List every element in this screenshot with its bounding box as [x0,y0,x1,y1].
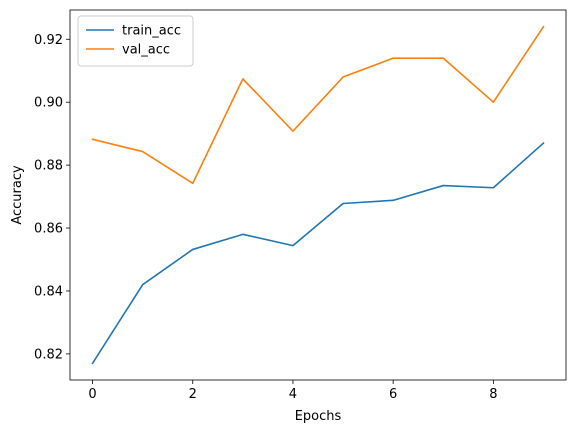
x-axis: 0 2 4 6 8 [88,380,497,402]
series-line-train_acc [91,141,545,365]
legend-box [77,15,194,67]
legend-label-val_acc: val_acc [122,43,170,58]
y-tick-label: 0.84 [34,284,63,299]
y-tick-label: 0.92 [34,33,63,48]
y-axis: 0.82 0.84 0.86 0.88 0.90 0.92 [34,33,70,362]
x-tick-label: 6 [389,387,397,402]
y-axis-label: Accuracy [10,165,25,225]
series-line-val_acc [91,25,545,185]
y-tick-label: 0.88 [34,159,63,174]
x-tick-label: 2 [189,387,197,402]
x-axis-label: Epochs [295,409,342,424]
legend-label-train_acc: train_acc [122,24,181,39]
plot-area [91,25,545,365]
y-tick-label: 0.82 [34,347,63,362]
x-tick-label: 4 [289,387,297,402]
x-tick-label: 0 [88,387,96,402]
axes-frame [69,9,567,381]
legend: train_acc val_acc [77,15,194,67]
x-tick-label: 8 [489,387,497,402]
y-tick-label: 0.90 [34,96,63,111]
y-tick-label: 0.86 [34,222,63,237]
